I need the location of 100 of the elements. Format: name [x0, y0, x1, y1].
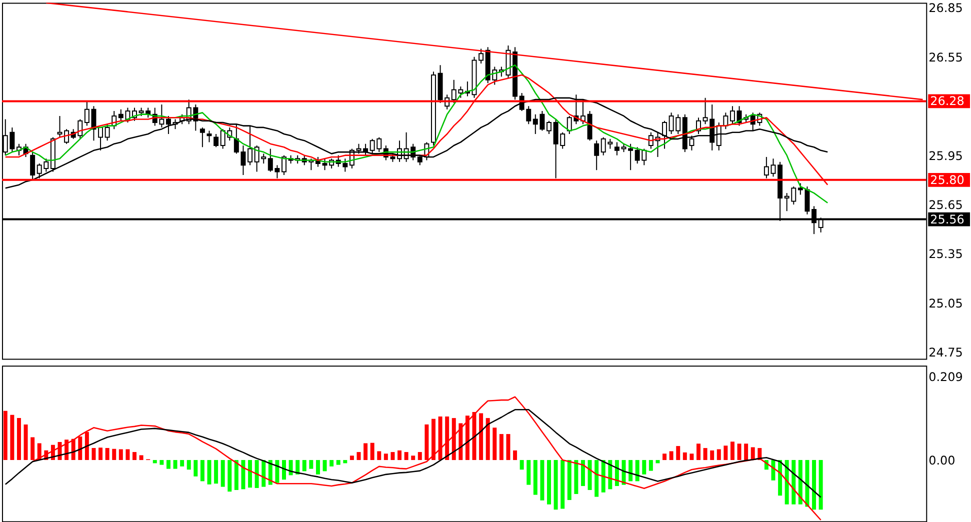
candlestick	[200, 126, 205, 148]
bar	[316, 460, 320, 474]
bar	[812, 460, 816, 510]
candlestick	[214, 134, 219, 148]
bar	[78, 436, 82, 460]
bar	[472, 412, 476, 460]
bar	[648, 460, 653, 471]
bar	[703, 448, 708, 460]
bar	[669, 451, 674, 460]
bar	[750, 447, 755, 460]
bar	[554, 460, 558, 510]
bar	[486, 418, 490, 460]
bar	[798, 460, 802, 504]
bar	[390, 452, 395, 460]
bar	[560, 460, 565, 509]
bar	[818, 460, 823, 510]
line-series	[4, 409, 822, 498]
bar	[424, 424, 429, 460]
candlestick	[662, 120, 668, 150]
candlestick	[723, 112, 728, 130]
bar	[737, 444, 742, 460]
bar	[730, 442, 734, 460]
candlestick	[730, 106, 735, 125]
bar	[370, 442, 374, 460]
bar	[118, 449, 123, 460]
bar	[98, 448, 103, 460]
y-tick-label: 24.75	[928, 346, 963, 360]
bar	[92, 448, 96, 460]
ref-line-label: 26.28	[930, 94, 964, 108]
bar	[398, 450, 402, 460]
bar	[330, 460, 334, 466]
bar	[574, 460, 578, 494]
candlestick	[764, 156, 769, 179]
candlestick	[282, 154, 286, 176]
bar	[234, 460, 238, 490]
bar	[241, 460, 246, 490]
candlestick	[104, 124, 110, 142]
bar	[24, 424, 28, 460]
bar	[356, 452, 361, 460]
bar	[642, 460, 646, 474]
bar	[384, 454, 388, 460]
candlestick	[628, 143, 634, 171]
ref-line-label: 25.80	[930, 172, 964, 187]
bar	[105, 448, 110, 460]
bar	[418, 452, 422, 460]
bar	[479, 413, 484, 460]
bar	[567, 460, 572, 500]
bar	[194, 460, 198, 476]
bar	[690, 454, 694, 460]
line-series	[32, 396, 822, 521]
bar	[132, 452, 136, 460]
bar	[84, 432, 89, 460]
bar	[214, 460, 218, 484]
bar	[499, 434, 504, 460]
y-tick-label: 26.85	[928, 1, 963, 16]
bar	[662, 454, 667, 460]
bar	[676, 446, 680, 460]
candlestick	[64, 128, 70, 144]
bar	[716, 449, 721, 460]
bar	[228, 460, 232, 492]
y-tick-label: 0.209	[928, 370, 963, 384]
bar	[547, 460, 551, 504]
bar	[682, 452, 687, 460]
bar	[465, 416, 470, 460]
bar	[452, 418, 456, 460]
bar	[540, 460, 544, 500]
y-tick-label: 0.00	[928, 454, 956, 468]
bar	[513, 450, 518, 460]
bar	[262, 460, 266, 487]
bar	[275, 460, 280, 483]
bar	[180, 460, 184, 466]
bar	[744, 444, 748, 460]
bar	[200, 460, 204, 482]
bar	[431, 418, 436, 460]
bar	[302, 460, 306, 472]
ref-line-label: 25.56	[930, 212, 964, 226]
bar	[784, 460, 789, 504]
bar	[282, 460, 286, 480]
candlestick	[206, 130, 212, 143]
candlestick	[770, 158, 776, 178]
y-tick-label: 25.05	[928, 296, 963, 310]
candlestick	[614, 142, 620, 156]
bar	[288, 460, 293, 476]
bar	[343, 460, 348, 464]
bar	[526, 460, 531, 485]
bar	[248, 460, 252, 488]
bar	[16, 418, 21, 460]
candlestick	[57, 115, 62, 138]
bar	[492, 428, 497, 460]
bar	[520, 460, 524, 470]
bar	[438, 416, 442, 460]
bar	[173, 460, 178, 469]
bar	[580, 460, 585, 486]
bar	[186, 460, 191, 470]
bar	[608, 460, 612, 490]
bar	[594, 460, 599, 497]
bar	[377, 451, 382, 460]
bar	[696, 444, 700, 460]
bar	[296, 460, 300, 474]
bar	[10, 414, 14, 460]
